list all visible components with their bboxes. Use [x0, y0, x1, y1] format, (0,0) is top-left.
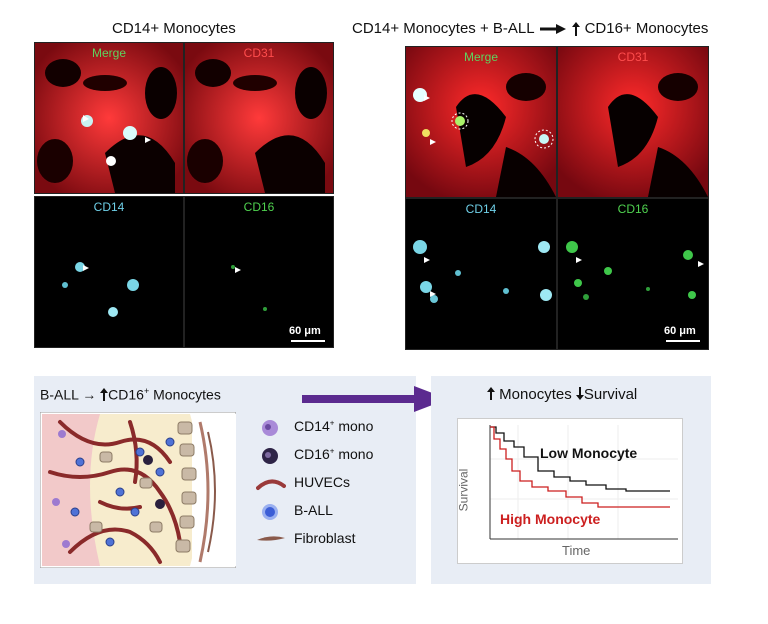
legend-rest-cd16: mono: [334, 446, 374, 462]
right-cd14-label: CD14: [465, 202, 497, 216]
left-merge-label: Merge: [91, 46, 126, 60]
left-merge-panel: Merge: [34, 42, 184, 194]
legend: CD14+ mono CD16+ mono HUVECs B-ALL: [256, 416, 410, 556]
legend-row-fibroblast: Fibroblast: [257, 528, 410, 556]
cd14-mono-icon: [262, 420, 278, 436]
left-cd14-label: CD14: [93, 200, 125, 214]
down-arrow-icon: [575, 387, 584, 400]
legend-label-b-all: B-ALL: [294, 502, 333, 518]
up-arrow-icon: [100, 387, 109, 401]
survival-plot: Low Monocyte High Monocyte Survival Time: [456, 418, 683, 564]
schematic-heading-sup: +: [143, 386, 150, 396]
up-arrow-icon: [572, 22, 581, 37]
purple-arrow-icon: [302, 386, 448, 412]
right-group-title: CD14+ Monocytes + B-ALL CD16+ Monocytes: [352, 20, 708, 37]
right-cd31-panel: CD31: [557, 46, 709, 198]
legend-rest-cd14: mono: [334, 418, 374, 434]
bone-marrow-illustration: [40, 412, 236, 568]
schematic-heading-main: CD16: [108, 386, 144, 403]
left-group-title: CD14+ Monocytes: [112, 20, 236, 37]
survival-y-label: Survival: [456, 468, 471, 512]
cd16-mono-icon: [262, 448, 278, 464]
right-cd14-panel: CD14: [405, 198, 557, 350]
right-scale-label: 60 μm: [664, 325, 696, 337]
legend-row-cd14: CD14+ mono: [260, 416, 410, 444]
legend-row-huvecs: HUVECs: [256, 472, 410, 500]
right-merge-panel: Merge: [405, 46, 557, 198]
survival-box: Monocytes Survival Low Monocyte High Mon…: [431, 376, 711, 584]
b-all-icon: [262, 504, 278, 520]
left-scale-bar: [291, 340, 325, 342]
low-monocyte-label: Low Monocyte: [540, 445, 638, 461]
left-cd31-label: CD31: [243, 46, 275, 60]
schematic-heading-prefix: B-ALL →: [40, 386, 97, 403]
left-scale-label: 60 μm: [289, 325, 321, 337]
schematic-heading-rest: Monocytes: [149, 386, 221, 403]
high-monocyte-curve: [490, 426, 670, 508]
survival-heading-a: Monocytes: [499, 386, 572, 403]
legend-sup-cd16: +: [329, 446, 335, 456]
legend-row-cd16: CD16+ mono: [260, 444, 410, 472]
right-scale-bar: [666, 340, 700, 342]
low-monocyte-curve: [490, 426, 670, 492]
schematic-box: B-ALL → CD16+ Monocytes: [34, 376, 416, 584]
right-cd16-panel: CD16 60 μm: [557, 198, 709, 350]
survival-heading-b: Survival: [583, 386, 638, 403]
right-title-prefix: CD14+ Monocytes + B-ALL: [352, 20, 535, 37]
left-cd14-panel: CD14: [34, 196, 184, 348]
left-cd31-panel: CD31: [184, 42, 334, 194]
survival-heading: Monocytes Survival: [487, 386, 637, 403]
left-cd16-panel: CD16 60 μm: [184, 196, 334, 348]
survival-x-label: Time: [562, 543, 591, 558]
right-cd31-label: CD31: [617, 50, 649, 64]
schematic-heading: B-ALL → CD16+ Monocytes: [40, 386, 221, 403]
up-arrow-icon: [487, 387, 495, 400]
right-merge-label: Merge: [463, 50, 498, 64]
left-cd16-label: CD16: [243, 200, 275, 214]
legend-row-b-all: B-ALL: [260, 500, 410, 528]
high-monocyte-label: High Monocyte: [500, 511, 601, 527]
legend-label-cd16: CD16: [294, 446, 330, 462]
right-arrow-icon: [540, 24, 567, 35]
huvec-icon: [256, 479, 286, 490]
legend-sup-cd14: +: [329, 418, 335, 428]
right-title-suffix: CD16+ Monocytes: [584, 20, 709, 37]
legend-label-fibroblast: Fibroblast: [294, 530, 356, 546]
fibroblast-icon: [257, 536, 285, 541]
legend-label-huvecs: HUVECs: [294, 474, 351, 490]
legend-label-cd14: CD14: [294, 418, 330, 434]
right-cd16-label: CD16: [617, 202, 649, 216]
